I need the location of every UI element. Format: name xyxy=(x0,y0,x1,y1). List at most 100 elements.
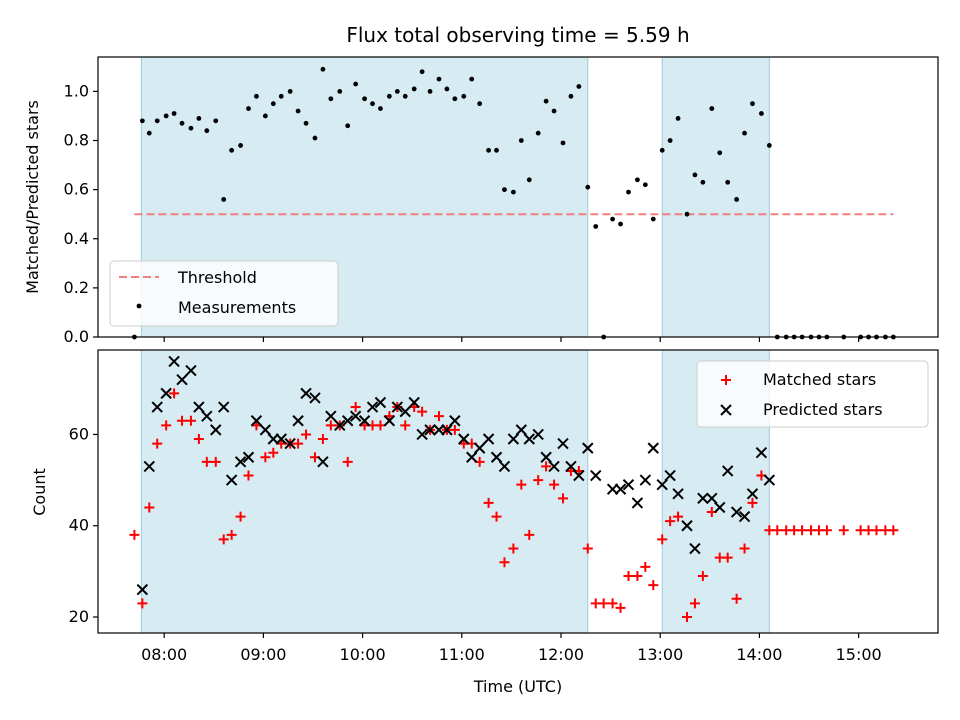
measurement-point xyxy=(593,224,599,229)
legend-measurements-swatch xyxy=(136,303,142,309)
matched-star-point xyxy=(235,511,246,522)
predicted-star-point xyxy=(763,474,776,486)
matched-star-point xyxy=(226,529,237,540)
predicted-star-point xyxy=(399,405,411,418)
predicted-star-point xyxy=(507,433,520,445)
measurement-point xyxy=(287,88,293,94)
predicted-star-point xyxy=(473,442,486,454)
predicted-star-point xyxy=(309,392,321,404)
matched-star-point xyxy=(210,456,221,467)
matched-star-point xyxy=(516,479,527,490)
measurement-point xyxy=(477,101,483,107)
matched-star-point xyxy=(821,525,832,536)
predicted-star-point xyxy=(383,415,396,427)
predicted-star-point xyxy=(366,401,379,413)
predicted-star-point xyxy=(143,460,155,473)
matched-star-point xyxy=(549,479,560,490)
matched-star-point xyxy=(325,420,336,431)
predicted-star-point xyxy=(334,419,346,432)
x-tick-label: 14:00 xyxy=(736,645,782,664)
predicted-star-point xyxy=(259,424,272,436)
predicted-star-point xyxy=(217,401,230,413)
predicted-star-point xyxy=(458,433,470,445)
measurement-point xyxy=(254,93,259,99)
measurement-point xyxy=(709,106,715,111)
matched-star-point xyxy=(747,497,758,508)
predicted-star-point xyxy=(185,364,197,377)
matched-star-point xyxy=(144,502,155,513)
y-axis-label-ratio: Matched/Predicted stars xyxy=(23,100,42,294)
predicted-star-point xyxy=(234,456,247,468)
measurement-point xyxy=(750,101,755,107)
measurement-point xyxy=(568,93,574,99)
predicted-star-point xyxy=(160,387,172,400)
predicted-star-point xyxy=(151,401,163,413)
measurement-point xyxy=(452,96,458,102)
matched-star-point xyxy=(623,570,634,581)
legend-matched-swatch xyxy=(721,375,731,385)
predicted-star-point xyxy=(614,483,627,495)
legend-box xyxy=(696,360,929,428)
x-tick-label: 08:00 xyxy=(141,645,187,664)
predicted-star-point xyxy=(466,451,478,463)
matched-star-point xyxy=(499,557,510,568)
matched-star-point xyxy=(268,447,279,458)
measurement-point xyxy=(427,88,433,94)
predicted-star-point xyxy=(498,460,511,473)
matched-star-point xyxy=(615,602,626,613)
measurement-point xyxy=(262,113,268,119)
matched-star-point xyxy=(218,534,229,545)
y-tick-label: 60 xyxy=(69,424,89,443)
matched-star-point xyxy=(697,570,708,581)
measurement-point xyxy=(213,118,219,124)
predicted-star-point xyxy=(689,542,701,555)
matched-star-point xyxy=(161,420,172,431)
matched-star-point xyxy=(317,434,328,445)
predicted-star-point xyxy=(523,433,535,445)
matched-star-point xyxy=(648,580,659,591)
measurement-point xyxy=(585,184,591,190)
measurement-point xyxy=(725,179,731,185)
predicted-star-point xyxy=(210,424,222,436)
matched-star-point xyxy=(582,543,593,554)
predicted-star-point xyxy=(755,446,768,459)
measurement-point xyxy=(502,187,507,193)
measurement-point xyxy=(667,138,673,143)
measurement-point xyxy=(345,123,351,129)
legend-predicted-label: Predicted stars xyxy=(763,400,883,419)
predicted-star-point xyxy=(284,437,296,450)
predicted-star-point xyxy=(225,474,238,486)
x-tick-label: 12:00 xyxy=(538,645,584,664)
legend-measurements-label: Measurements xyxy=(178,298,296,317)
matched-star-point xyxy=(665,516,676,527)
measurement-point xyxy=(518,138,524,143)
matched-star-point xyxy=(350,402,361,413)
matched-star-point xyxy=(342,456,353,467)
measurement-point xyxy=(312,135,318,141)
measurement-point xyxy=(270,101,276,107)
predicted-star-point xyxy=(672,488,684,500)
predicted-star-point xyxy=(168,355,180,368)
matched-star-point xyxy=(193,434,204,445)
legend-box xyxy=(109,260,339,327)
measurement-point xyxy=(659,147,665,153)
matched-star-point xyxy=(607,598,618,609)
predicted-star-point xyxy=(490,451,503,463)
measurement-point xyxy=(154,118,160,124)
measurement-point xyxy=(436,76,442,82)
x-tick-label: 13:00 xyxy=(637,645,683,664)
observing-window xyxy=(140,349,589,634)
measurement-point xyxy=(560,140,566,146)
measurement-point xyxy=(303,120,309,126)
matched-star-point xyxy=(243,470,254,481)
predicted-star-point xyxy=(532,428,544,441)
y-tick-label: 40 xyxy=(69,516,89,535)
measurement-point xyxy=(759,111,764,116)
predicted-star-point xyxy=(557,437,569,450)
matched-star-point xyxy=(524,529,535,540)
legend-matched-label: Matched stars xyxy=(763,370,876,389)
measurement-point xyxy=(419,69,425,75)
matched-star-point xyxy=(797,525,808,536)
y-tick-label: 0.4 xyxy=(64,229,89,248)
